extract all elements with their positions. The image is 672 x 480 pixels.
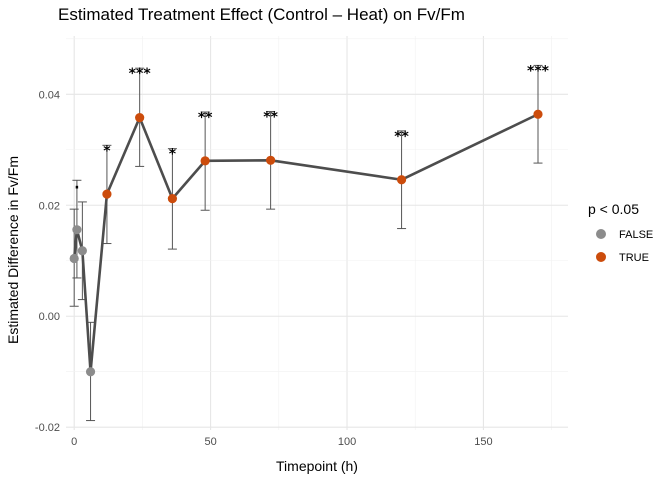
y-tick-label: 0.00 (39, 311, 60, 323)
legend-label-true: TRUE (619, 252, 649, 264)
x-tick-labels: 0 50 100 150 (71, 436, 492, 448)
x-tick-label: 0 (71, 436, 77, 448)
series-line (72, 113, 539, 374)
y-tick-label: 0.04 (39, 89, 60, 101)
x-tick-label: 100 (338, 436, 356, 448)
y-axis-title: Estimated Difference in Fv/Fm (5, 156, 21, 344)
chart-title: Estimated Treatment Effect (Control – He… (58, 5, 465, 24)
x-axis-title: Timepoint (h) (276, 458, 358, 474)
significance-label: . (74, 176, 79, 192)
significance-label: *** (129, 66, 152, 82)
significance-labels: .******* ******* (74, 63, 549, 192)
y-tick-labels: -0.02 0.00 0.02 0.04 (35, 89, 60, 434)
significance-label: ** (198, 110, 213, 126)
legend-title: p < 0.05 (588, 201, 639, 217)
data-points (69, 109, 543, 377)
significance-label: *** (527, 63, 550, 79)
data-point (85, 367, 96, 377)
y-tick-label: 0.02 (39, 200, 60, 212)
data-point-significant (533, 109, 543, 119)
data-point (77, 246, 87, 256)
data-point-significant (167, 193, 178, 204)
data-point-significant (266, 155, 276, 165)
data-point-significant (200, 156, 210, 166)
series-line-group (72, 113, 539, 374)
data-point-significant (396, 175, 407, 185)
data-point (69, 253, 79, 264)
legend-label-false: FALSE (619, 229, 653, 241)
legend-marker-true (596, 252, 606, 262)
gridlines (66, 36, 568, 430)
significance-label: ** (394, 129, 409, 145)
data-point (72, 225, 82, 235)
x-tick-label: 50 (204, 436, 216, 448)
y-tick-label: -0.02 (35, 422, 60, 434)
significance-label: * (103, 143, 111, 159)
legend-marker-false (596, 229, 606, 239)
data-point-significant (135, 112, 145, 123)
x-tick-label: 150 (474, 436, 492, 448)
significance-label: * (169, 147, 177, 163)
significance-label: ** (263, 109, 278, 125)
data-point-significant (102, 189, 112, 199)
legend: p < 0.05 FALSE TRUE (588, 201, 653, 264)
